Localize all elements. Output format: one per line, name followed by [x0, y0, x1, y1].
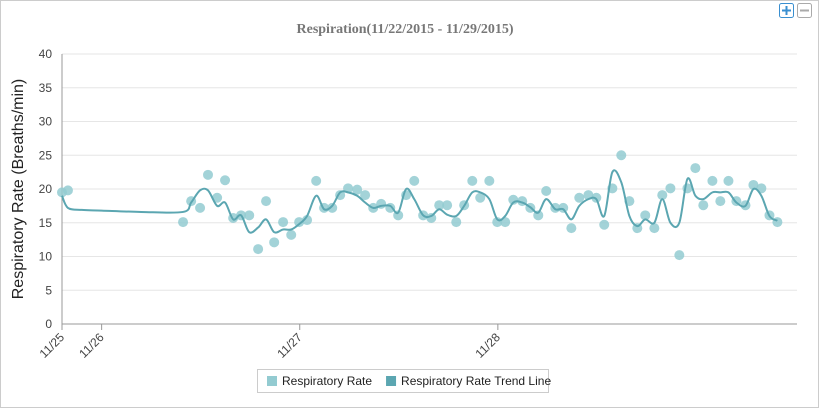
data-point	[616, 150, 627, 161]
data-point	[195, 202, 206, 213]
y-tick-label: 25	[39, 148, 53, 162]
data-point	[327, 202, 338, 213]
data-point	[62, 185, 73, 196]
data-point	[269, 237, 280, 248]
data-point	[442, 200, 453, 211]
zoom-in-button[interactable]	[779, 3, 794, 18]
data-point	[261, 196, 272, 207]
data-point	[715, 196, 726, 207]
data-point	[203, 169, 214, 180]
data-point	[220, 175, 231, 186]
data-point	[286, 229, 297, 240]
zoom-out-button[interactable]	[797, 3, 812, 18]
y-tick-label: 0	[45, 317, 52, 331]
data-point	[302, 215, 313, 226]
y-axis-label: Respiratory Rate (Breaths/min)	[10, 79, 27, 300]
data-point	[748, 179, 759, 190]
data-point	[294, 217, 305, 228]
data-point	[541, 186, 552, 197]
data-point	[690, 163, 701, 174]
chart-title: Respiration(11/22/2015 - 11/29/2015)	[297, 22, 514, 37]
data-point	[698, 200, 709, 211]
data-point	[707, 175, 718, 186]
data-point	[253, 244, 264, 255]
y-tick-label: 40	[39, 47, 53, 61]
data-point	[475, 192, 486, 203]
data-point	[434, 200, 445, 211]
y-tick-label: 20	[39, 182, 53, 196]
data-point	[665, 183, 676, 194]
data-point	[360, 190, 371, 201]
legend-box	[257, 369, 549, 393]
data-point	[558, 202, 569, 213]
data-point	[649, 223, 660, 234]
data-point	[591, 192, 602, 203]
data-point	[484, 175, 495, 186]
y-tick-label: 5	[45, 283, 52, 297]
y-tick-label: 15	[39, 216, 53, 230]
data-point	[409, 175, 420, 186]
data-point	[451, 217, 462, 228]
data-point	[244, 210, 255, 221]
data-point	[657, 190, 668, 201]
y-tick-label: 35	[39, 81, 53, 95]
trend-line	[61, 169, 778, 234]
legend-swatch	[267, 376, 277, 386]
data-point	[278, 217, 289, 228]
y-tick-label: 10	[39, 250, 53, 264]
data-point	[723, 175, 734, 186]
legend-label: Respiratory Rate	[282, 374, 372, 388]
legend-label: Respiratory Rate Trend Line	[401, 374, 551, 388]
legend-swatch	[386, 376, 397, 386]
data-point	[178, 217, 189, 228]
data-point	[426, 213, 437, 224]
data-point	[599, 219, 610, 230]
data-point	[311, 175, 322, 186]
y-tick-label: 30	[39, 115, 53, 129]
data-point	[467, 175, 478, 186]
data-point	[640, 210, 651, 221]
data-point	[674, 250, 685, 261]
data-point	[352, 184, 363, 195]
data-point	[566, 223, 577, 234]
data-point	[574, 192, 585, 203]
